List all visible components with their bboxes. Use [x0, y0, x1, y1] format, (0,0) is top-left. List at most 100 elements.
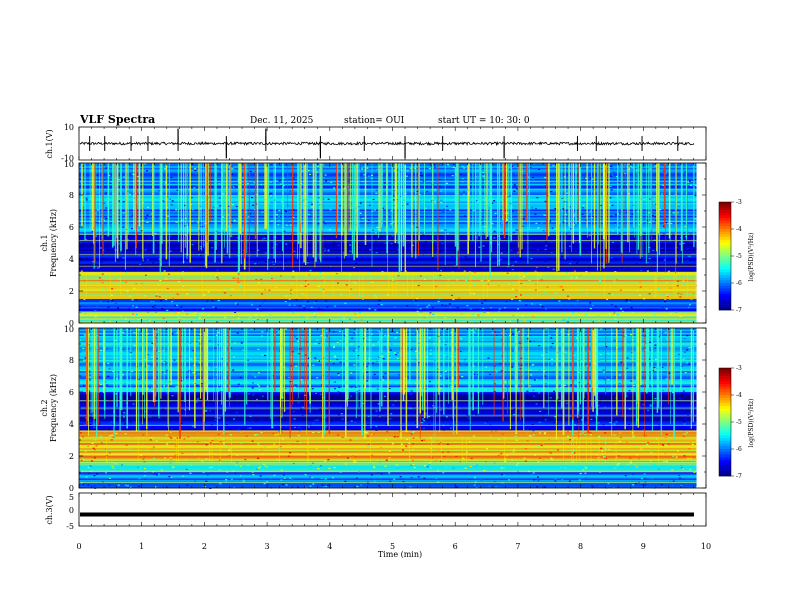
spectrogram-speckle	[265, 360, 268, 362]
spectrogram-speckle	[393, 352, 396, 354]
spectrogram-speckle	[371, 333, 373, 335]
ch3-ytick-top: 5	[69, 493, 74, 502]
spectrogram-speckle	[253, 209, 256, 211]
spectrogram-speckle	[653, 464, 656, 466]
spectrogram-speckle	[105, 207, 108, 209]
colorbar-step	[719, 370, 731, 374]
spectrogram-speckle	[257, 250, 260, 253]
spectrogram-speckle	[287, 455, 290, 457]
spectrogram-speckle	[441, 252, 444, 254]
spectrogram-speckle	[450, 453, 453, 455]
spectrogram-speckle	[486, 250, 489, 252]
spectrogram-speckle	[95, 319, 98, 321]
spectrogram-speckle	[440, 375, 443, 377]
spectrogram-speckle	[128, 307, 131, 310]
spectrogram-speckle	[297, 353, 300, 355]
spectrogram-speckle	[423, 278, 426, 280]
spectrogram-speckle	[680, 467, 683, 469]
spectrogram-speckle	[124, 402, 127, 404]
spectrogram-speckle	[162, 486, 164, 488]
spectrogram-speckle	[500, 252, 503, 254]
ch2-colorbar	[718, 367, 734, 477]
spectrogram-speckle	[415, 333, 418, 335]
spectrogram-speckle	[468, 241, 471, 243]
spectrogram-speckle	[256, 318, 259, 321]
spectrogram-speckle	[259, 475, 262, 477]
spectrogram-speckle	[164, 381, 167, 383]
spectrogram-speckle	[175, 269, 178, 272]
spectrogram-speckle	[309, 465, 312, 467]
spectrogram-speckle	[99, 301, 102, 303]
spectrogram-speckle	[294, 384, 297, 386]
spectrogram-speckle	[350, 372, 353, 374]
spectrogram-speckle	[93, 475, 96, 477]
ch1-waveform-panel: 10 -10 ch.1(V)	[45, 123, 707, 163]
spectrogram-speckle	[627, 437, 630, 439]
spectrogram-speckle	[689, 255, 691, 257]
spectrogram-speckle	[582, 469, 585, 471]
spectrogram-speckle	[240, 388, 242, 390]
spectrogram-speckle	[594, 243, 597, 245]
spectrogram-speckle	[607, 353, 610, 355]
spectrogram-speckle	[144, 471, 147, 473]
spectrogram-speckle	[434, 189, 437, 191]
spectrogram-speckle	[317, 409, 320, 411]
spectrogram-speckle	[409, 407, 412, 409]
spectrogram-speckle	[313, 313, 316, 315]
spectrogram-speckle	[170, 459, 173, 461]
spectrogram-speckle	[294, 336, 297, 338]
spectrogram-speckle	[185, 468, 188, 470]
spectrogram-speckle	[378, 484, 380, 487]
spectrogram-speckle	[184, 409, 187, 411]
spectrogram-speckle	[152, 402, 155, 404]
spectrogram-speckle	[420, 422, 423, 424]
spectrogram-speckle	[122, 201, 125, 203]
spectrogram-speckle	[110, 421, 113, 423]
spectrogram-speckle	[379, 447, 382, 449]
spectrogram-speckle	[664, 393, 667, 395]
spectrogram-speckle	[639, 294, 641, 296]
spectrogram-speckle	[591, 178, 594, 180]
spectrogram-speckle	[520, 174, 523, 176]
spectrogram-speckle	[448, 303, 451, 305]
spectrogram-speckle	[327, 453, 330, 455]
spectrogram-speckle	[239, 286, 242, 288]
spectrogram-speckle	[478, 246, 481, 248]
spectrogram-speckle	[496, 269, 499, 271]
spectrogram-speckle	[256, 398, 258, 401]
spectrogram-speckle	[319, 408, 322, 410]
spectrogram-speckle	[138, 263, 141, 265]
spectrogram-speckle	[257, 443, 260, 445]
spectrogram-speckle	[574, 270, 576, 272]
spectrogram-speckle	[597, 316, 600, 318]
spectrogram-speckle	[263, 295, 266, 297]
spectrogram-speckle	[265, 353, 268, 355]
spectrogram-speckle	[413, 246, 416, 248]
spectrogram-speckle	[345, 284, 348, 286]
spectrogram-speckle	[546, 171, 549, 173]
spectrogram-speckle	[549, 220, 552, 222]
spectrogram-speckle	[242, 260, 245, 262]
spectrogram-speckle	[257, 457, 260, 459]
spectrogram-speckle	[309, 193, 312, 195]
spectrogram-speckle	[609, 197, 612, 199]
spectrogram-speckle	[333, 345, 336, 347]
spectrogram-speckle	[464, 358, 467, 360]
spectrogram-speckle	[609, 204, 612, 206]
spectrogram-speckle	[417, 284, 420, 287]
spectrogram-speckle	[571, 439, 574, 441]
spectrogram-speckle	[678, 404, 681, 407]
spectrogram-speckle	[406, 332, 409, 334]
spectrogram-speckle	[500, 453, 503, 455]
spectrogram-speckle	[573, 354, 576, 356]
spectrogram-speckle	[444, 317, 447, 319]
spectrogram-speckle	[255, 372, 258, 374]
spectrogram-speckle	[619, 211, 622, 213]
spectrogram-speckle	[544, 176, 547, 179]
spectrogram-speckle	[566, 402, 568, 404]
spectrogram-speckle	[428, 168, 431, 170]
spectrogram-speckle	[280, 275, 283, 277]
spectrogram-speckle	[265, 282, 268, 284]
spectrogram-speckle	[547, 236, 550, 239]
spectrogram-speckle	[81, 235, 84, 237]
